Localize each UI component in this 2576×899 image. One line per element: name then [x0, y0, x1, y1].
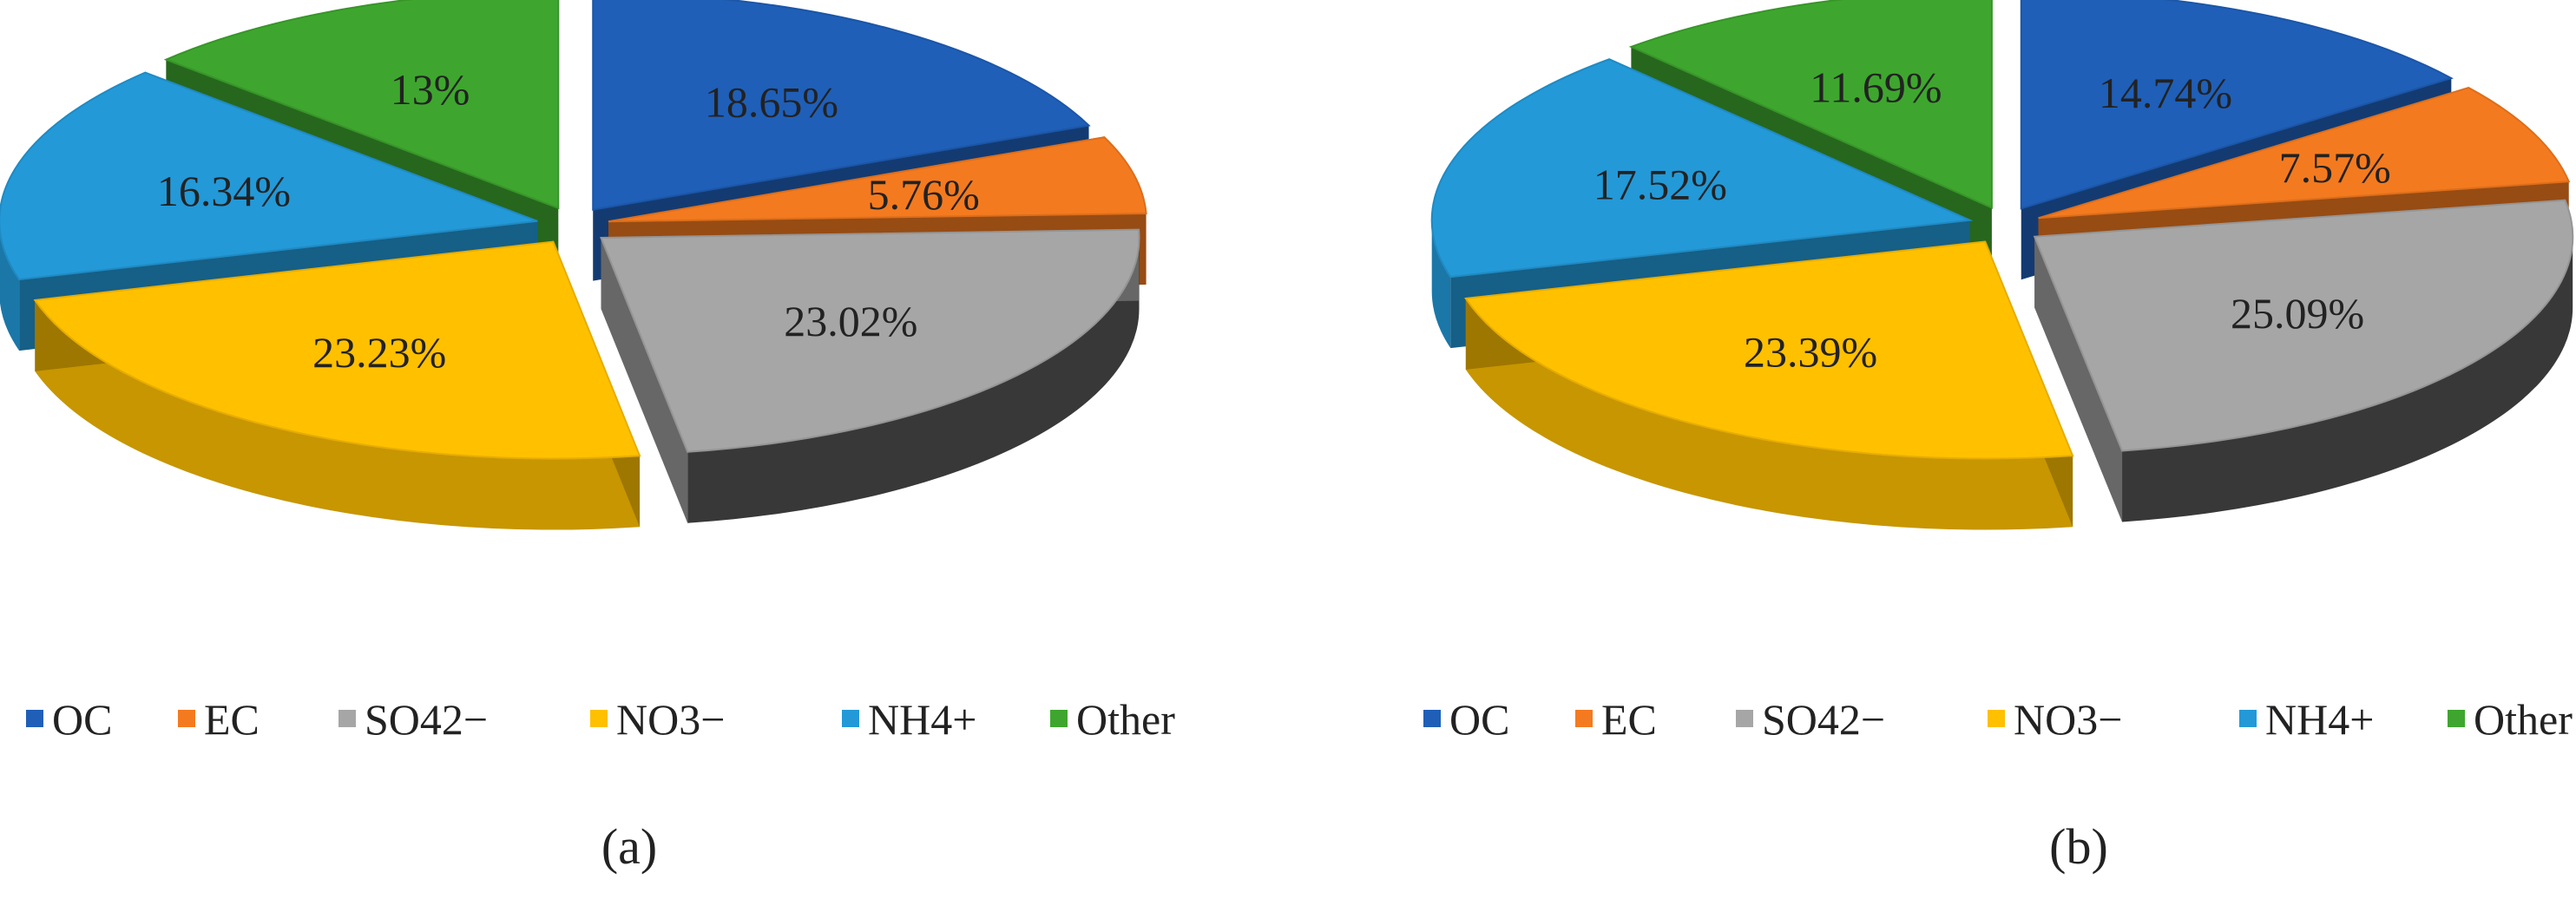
pie-chart-a: 18.65% 5.76% 23.02% 23.23% 16.34% 13% OC EC SO4… [0, 0, 1175, 875]
slice-wall [35, 299, 641, 530]
legend: OC EC SO42− NO3− NH4+ Other [26, 695, 1175, 744]
legend-label: NH4+ [868, 695, 976, 744]
pie-slice-oc [2020, 0, 2454, 210]
legend-item: SO42− [338, 695, 488, 744]
legend-label: Other [1076, 695, 1175, 744]
slice-label: 25.09% [2231, 289, 2364, 338]
slice-label: 17.52% [1594, 160, 1727, 208]
legend-swatch [178, 710, 195, 727]
legend-label: EC [204, 695, 260, 744]
pie-tops [1430, 0, 2574, 460]
legend-item: Other [1050, 695, 1175, 744]
legend-item: NH4+ [2239, 695, 2374, 744]
legend-label: SO42− [1762, 695, 1885, 744]
slice-label: 7.57% [2279, 143, 2391, 192]
slice-label: 14.74% [2099, 69, 2232, 117]
legend-swatch [842, 710, 859, 727]
legend-item: EC [1575, 695, 1657, 744]
legend-item: EC [178, 695, 260, 744]
legend-item: NO3− [1988, 695, 2122, 744]
legend-label: NO3− [2014, 695, 2122, 744]
legend-item: NO3− [590, 695, 725, 744]
legend-item: OC [1423, 695, 1509, 744]
pie-slice-ec [608, 136, 1147, 223]
legend-item: Other [2448, 695, 2573, 744]
pie-slice-no3 [33, 240, 641, 460]
legend-label: SO42− [365, 695, 488, 744]
legend-swatch [1423, 710, 1441, 727]
slice-wall [687, 237, 1140, 523]
pie-slice-so42 [2033, 199, 2574, 452]
legend-label: OC [52, 695, 112, 744]
slice-labels: 18.65% 5.76% 23.02% 23.23% 16.34% 13% [157, 65, 980, 377]
pie-slice-other [163, 0, 560, 210]
pie-chart-b: 14.74% 7.57% 25.09% 23.39% 17.52% 11.69% OC EC… [1423, 0, 2574, 875]
panel-caption: (b) [2049, 818, 2108, 875]
legend-item: SO42− [1736, 695, 1885, 744]
pie-slice-nh4 [0, 71, 538, 281]
legend-swatch [590, 710, 608, 727]
pie-slice-no3 [1464, 240, 2074, 460]
slice-labels: 14.74% 7.57% 25.09% 23.39% 17.52% 11.69% [1594, 62, 2391, 376]
legend-swatch [2448, 710, 2465, 727]
slice-wall [0, 231, 20, 351]
slice-label: 5.76% [868, 170, 980, 219]
legend-item: OC [26, 695, 112, 744]
slice-label: 11.69% [1810, 62, 1942, 111]
legend-label: OC [1449, 695, 1509, 744]
legend-label: NO3− [616, 695, 725, 744]
pie-slice-so42 [600, 228, 1140, 453]
slice-label: 23.02% [784, 297, 917, 345]
slice-cut-face [601, 237, 688, 523]
legend-swatch [1988, 710, 2005, 727]
legend-label: Other [2474, 695, 2573, 744]
legend: OC EC SO42− NO3− NH4+ Other [1423, 695, 2573, 744]
legend-label: NH4+ [2265, 695, 2374, 744]
legend-swatch [1575, 710, 1593, 727]
legend-swatch [1736, 710, 1753, 727]
pie-slice-other [1628, 0, 1993, 209]
slice-label: 23.39% [1744, 328, 1877, 377]
pie-slice-ec [2038, 86, 2571, 220]
slice-cut-face [2034, 236, 2123, 522]
slice-label: 16.34% [157, 167, 291, 215]
legend-swatch [1050, 710, 1068, 727]
slice-label: 13% [391, 65, 470, 114]
legend-swatch [338, 710, 356, 727]
pie-slice-nh4 [1430, 58, 1974, 279]
slice-wall [1465, 298, 2073, 530]
legend-swatch [26, 710, 43, 727]
slice-label: 23.23% [312, 328, 446, 377]
pie-slice-oc [592, 0, 1091, 211]
slice-label: 18.65% [705, 78, 838, 127]
slice-wall [2122, 236, 2573, 522]
pie-tops [0, 0, 1147, 460]
legend-label: EC [1601, 695, 1657, 744]
slice-wall [1431, 220, 1451, 349]
panel-caption: (a) [601, 818, 657, 875]
legend-swatch [2239, 710, 2257, 727]
legend-item: NH4+ [842, 695, 976, 744]
